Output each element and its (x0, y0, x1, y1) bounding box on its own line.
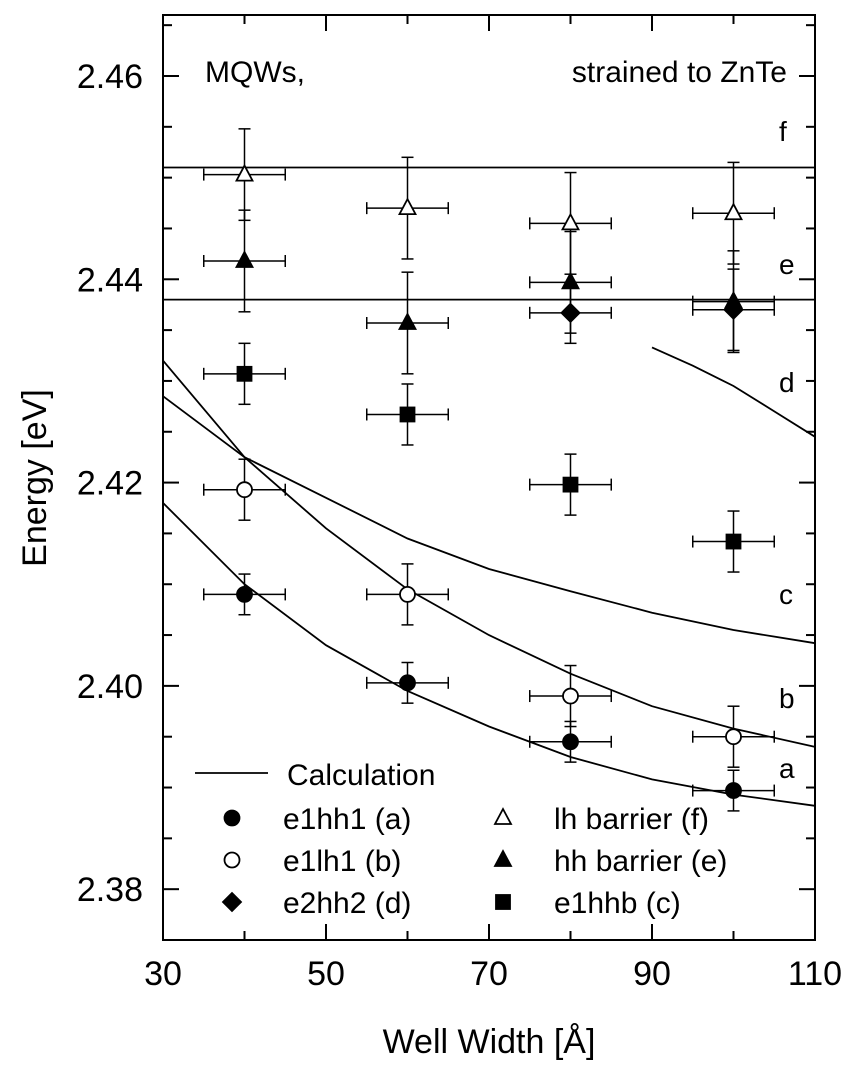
curve-label-c: c (779, 579, 793, 610)
y-tick-label: 2.46 (77, 58, 143, 96)
x-axis-title: Well Width [Å] (383, 1023, 596, 1061)
marker-triangle-open (561, 212, 580, 231)
y-tick-label: 2.44 (77, 261, 143, 299)
data-point-triangle-open (203, 128, 286, 222)
marker-circle-filled (725, 782, 742, 799)
marker-triangle-filled (235, 250, 254, 268)
data-points (203, 128, 775, 812)
curve-c (162, 360, 816, 645)
data-point-circle-filled (529, 720, 612, 763)
data-point-triangle-open (692, 161, 775, 265)
annotation-strained: strained to ZnTe (572, 56, 787, 89)
data-point-triangle-filled (692, 250, 775, 354)
marker-triangle-filled (398, 312, 417, 330)
curve-d (651, 346, 816, 438)
legend-text: e1hh1 (a) (283, 803, 411, 836)
marker-circle-open (562, 687, 579, 705)
axis-labels: Energy [eV] Well Width [Å] MQWs, straine… (16, 56, 842, 1061)
marker-triangle-open (398, 197, 417, 216)
x-tick-label: 30 (144, 955, 182, 993)
plot-frame (162, 14, 816, 941)
data-point-triangle-filled (366, 271, 449, 375)
marker-square-filled (562, 476, 579, 493)
marker-triangle-open (235, 163, 254, 182)
marker-circle-filled (562, 733, 579, 751)
legend-text: hh barrier (e) (554, 845, 727, 878)
y-tick-label: 2.38 (77, 871, 143, 909)
marker-square-filled (399, 406, 416, 423)
data-point-circle-open (203, 458, 286, 521)
data-point-triangle-open (529, 171, 612, 275)
curve-a (162, 502, 816, 807)
data-point-circle-filled (692, 769, 775, 812)
data-point-circle-open (366, 563, 449, 626)
marker-circle-open (236, 481, 253, 499)
curve-label-e: e (779, 249, 795, 280)
data-point-circle-filled (203, 573, 286, 616)
legend-text: e2hh2 (d) (283, 887, 411, 920)
legend-marker (221, 891, 243, 913)
y-axis-title: Energy [eV] (16, 389, 54, 567)
legend-marker (223, 851, 241, 869)
marker-circle-open (725, 728, 742, 746)
data-point-circle-open (529, 664, 612, 728)
axes (162, 14, 816, 941)
marker-circle-filled (236, 585, 253, 603)
x-tick-label: 50 (307, 955, 345, 993)
legend-text-calculation: Calculation (287, 759, 435, 792)
curve-label-d: d (779, 367, 795, 398)
curve-label-f: f (779, 116, 787, 147)
data-point-square-filled (529, 453, 612, 516)
x-tick-label: 90 (633, 955, 671, 993)
marker-triangle-filled (561, 271, 580, 290)
marker-square-filled (236, 365, 253, 382)
legend-text: e1hhb (c) (554, 887, 681, 920)
marker-circle-filled (399, 674, 416, 692)
legend-marker (493, 807, 513, 825)
marker-circle-open (399, 585, 416, 603)
marker-square-filled (725, 533, 742, 550)
data-point-square-filled (692, 510, 775, 573)
data-point-triangle-filled (529, 230, 612, 334)
data-point-circle-filled (366, 661, 449, 704)
annotation-mqws: MQWs, (205, 56, 305, 89)
data-point-square-filled (366, 383, 449, 446)
data-point-square-filled (203, 342, 286, 406)
data-point-triangle-filled (203, 209, 286, 313)
legend-marker (223, 809, 241, 827)
legend-text: e1lh1 (b) (283, 845, 401, 878)
legend-marker (493, 849, 513, 867)
y-tick-label: 2.40 (77, 668, 143, 706)
curve-label-a: a (779, 753, 795, 784)
calculation-curves (162, 166, 816, 807)
marker-triangle-open (724, 202, 743, 221)
x-tick-label: 70 (470, 955, 508, 993)
x-tick-label: 110 (788, 955, 842, 993)
data-point-circle-open (692, 705, 775, 768)
data-point-triangle-open (366, 156, 449, 260)
legend-text: lh barrier (f) (554, 803, 709, 836)
legend-marker (495, 894, 511, 910)
curve-b (162, 395, 816, 748)
legend: Calculation e1hh1 (a) lh barrier (f) e1lh1 … (195, 759, 727, 920)
y-tick-label: 2.42 (77, 465, 143, 503)
marker-triangle-filled (724, 290, 743, 309)
curve-label-b: b (779, 683, 795, 714)
